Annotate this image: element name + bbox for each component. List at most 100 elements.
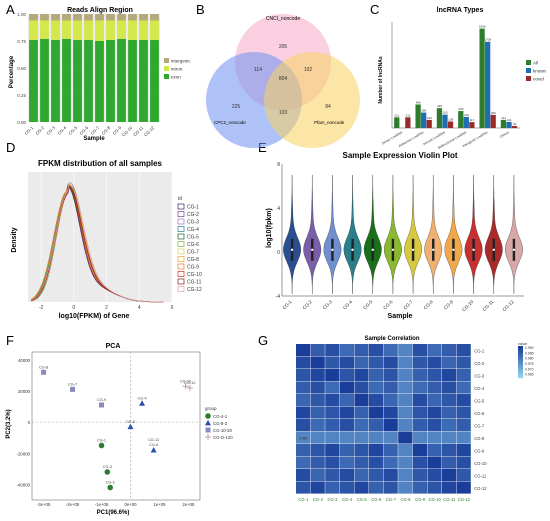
panel-g-heatmap: Sample Correlation CG-1CG-1CG-2CG-2CG-3C… [296, 336, 534, 502]
venn-region-count: 103 [279, 110, 288, 116]
chart-g-cell [456, 456, 471, 469]
chart-g-colorbar-step [518, 366, 523, 369]
chart-g-cell [412, 381, 427, 394]
chart-g-col-label: CG-11 [443, 497, 456, 502]
chart-g-cell [339, 444, 354, 457]
chart-c-xtick-label: Others [499, 130, 510, 139]
chart-g-col-label: CG-4 [342, 497, 353, 502]
chart-a-bar-intergenic [106, 14, 115, 21]
chart-g-cell [369, 419, 384, 432]
chart-g-cell [354, 381, 369, 394]
chart-d-xtick-label: 4 [138, 305, 141, 311]
chart-g-cell [412, 469, 427, 482]
chart-g-row-label: CG-10 [474, 461, 487, 466]
chart-g-cell [412, 406, 427, 419]
chart-a-ytick-label: 0.75 [17, 39, 26, 44]
chart-g-cell [398, 431, 413, 444]
chart-a-xtick-label: CG-9 [112, 125, 123, 136]
chart-a-xtick-label: CG-10 [121, 125, 134, 138]
chart-c-data-label: 40 [513, 122, 517, 126]
chart-g-cell [427, 406, 442, 419]
chart-a-bar-exon [73, 39, 82, 122]
chart-a-bar-exon [29, 39, 38, 122]
chart-g-cell [427, 456, 442, 469]
chart-f-point [139, 400, 146, 406]
chart-g-cell [296, 481, 311, 494]
chart-a-ytick-label: 0.50 [17, 66, 26, 71]
chart-c-legend-swatch [526, 60, 531, 65]
chart-a-bar-intergenic [117, 14, 126, 21]
chart-g-cell [339, 431, 354, 444]
chart-g-cell [427, 369, 442, 382]
chart-f-point-label: CG-1 [97, 438, 106, 442]
chart-g-cell [369, 344, 384, 357]
chart-g-cell [354, 344, 369, 357]
chart-f-point [127, 423, 134, 430]
chart-g-cell [369, 356, 384, 369]
chart-f-xtick-label: -2e+05 [66, 502, 80, 507]
panel-d-chart: FPKM distribution of all samples log10(F… [11, 159, 202, 320]
chart-e-violin [484, 174, 503, 294]
chart-a-bar-exon [106, 39, 115, 122]
chart-g-cell [442, 481, 457, 494]
chart-a-bar-intergenic [51, 14, 60, 21]
chart-a-xlabel: Sample [83, 136, 105, 142]
chart-g-cell [354, 481, 369, 494]
chart-g-cell [296, 419, 311, 432]
chart-e-median-point [512, 248, 516, 251]
chart-d-legend-label: CG-8 [187, 257, 199, 263]
chart-g-col-label: CG-8 [400, 497, 411, 502]
chart-g-col-label: CG-10 [429, 497, 442, 502]
chart-c-data-label: 1969 [479, 25, 486, 29]
chart-e-violin [363, 174, 382, 294]
chart-g-cell [412, 456, 427, 469]
chart-a-bar-exon [139, 39, 148, 122]
chart-a-bar-exon [95, 41, 104, 122]
chart-g-cell [369, 394, 384, 407]
chart-f-ytick-label: -20000 [17, 451, 31, 456]
chart-f-point [99, 402, 105, 408]
chart-g-colorbar-step [518, 362, 523, 365]
chart-g-cell [456, 381, 471, 394]
chart-f-point [186, 384, 193, 391]
chart-c-legend-label: All [533, 61, 538, 66]
chart-f-legend-label: CG-D-120 [213, 435, 233, 440]
chart-g-cell [325, 469, 340, 482]
chart-d-xlabel: log10(FPKM) of Gene [59, 313, 130, 320]
chart-f-point-label: CG-8 [39, 365, 48, 369]
chart-e-violin [464, 175, 483, 294]
chart-d-legend-label: CG-12 [187, 287, 202, 293]
chart-d-legend-swatch [177, 211, 185, 217]
chart-c-data-label: 128 [448, 118, 453, 122]
chart-g-cell [456, 344, 471, 357]
chart-g-cell [456, 406, 471, 419]
chart-g-colorbar-step [518, 368, 523, 371]
chart-g-cell [427, 344, 442, 357]
chart-g-cell [339, 469, 354, 482]
chart-g-cell [412, 344, 427, 357]
chart-e-violin [444, 175, 463, 294]
chart-g-colorbar-step [518, 346, 523, 349]
chart-g-cell [398, 456, 413, 469]
chart-g-row-label: CG-11 [474, 473, 487, 478]
chart-e-violin [283, 175, 301, 294]
chart-g-colorbar-step [518, 350, 523, 353]
chart-g-cell [442, 394, 457, 407]
chart-e-xtick-label: CG-8 [423, 299, 435, 311]
chart-g-colorbar-tick: 0.985 [525, 351, 534, 355]
chart-c-legend-swatch [526, 68, 531, 73]
chart-f-xtick-label: 0e+00 [124, 502, 137, 507]
chart-a-xtick-label: CG-2 [35, 125, 46, 136]
chart-g-row-label: CG-5 [474, 398, 485, 403]
chart-d-legend-swatch [177, 286, 185, 292]
chart-e-median-point [411, 248, 415, 251]
chart-d-legend-label: CG-2 [187, 212, 199, 218]
chart-g-cell [339, 481, 354, 494]
chart-e-violin [303, 174, 322, 294]
chart-c-bar-All [394, 117, 400, 128]
chart-g-colorbar-step [518, 374, 523, 377]
chart-d-legend-swatch [177, 233, 185, 240]
chart-g-legend-title: value [518, 342, 527, 346]
chart-g-cell [369, 431, 384, 444]
panel-b-venn: CNCI_noncode CPC2_noncode Pfam_noncode 205 1… [206, 14, 360, 148]
